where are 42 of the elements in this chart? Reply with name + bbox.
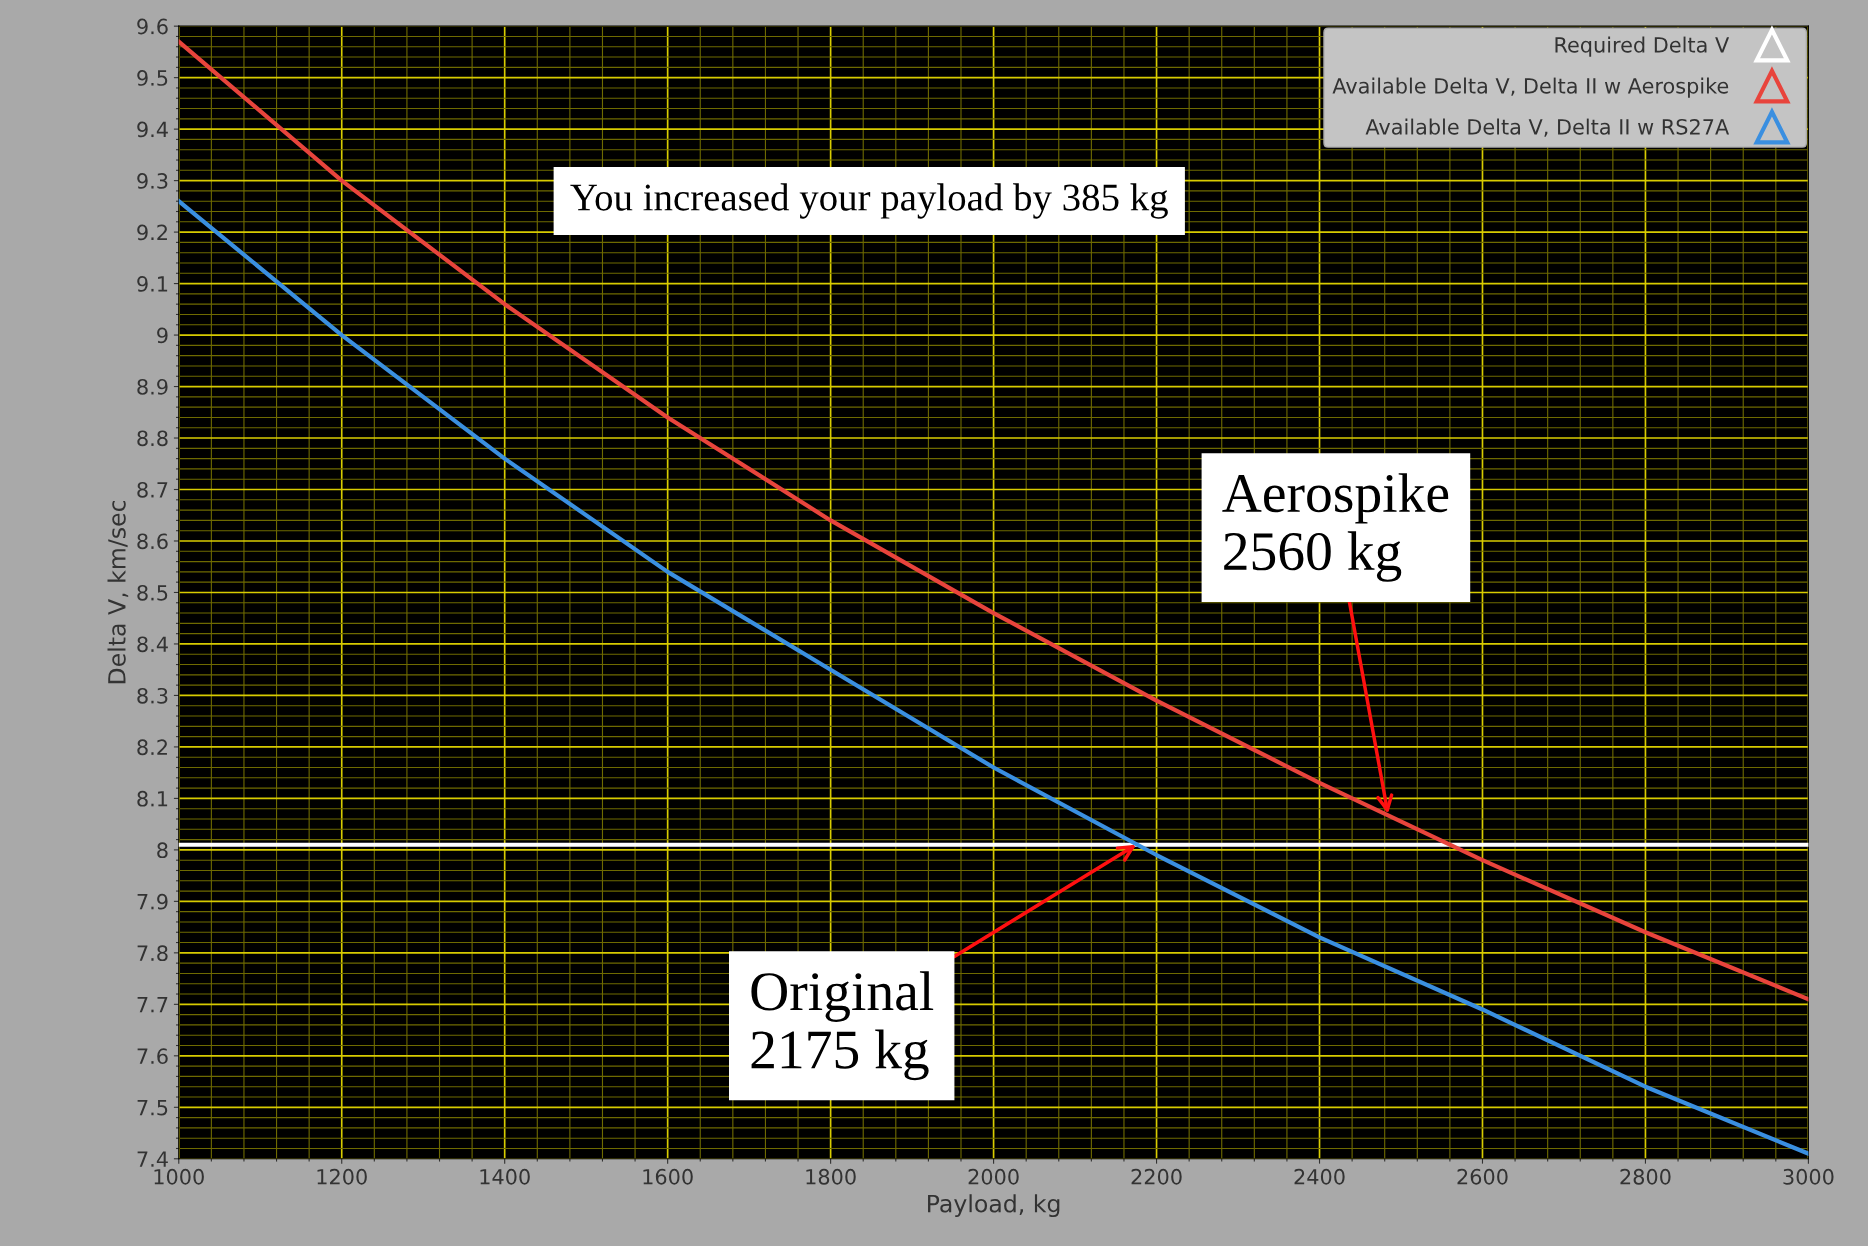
legend-label: Available Delta V, Delta II w Aerospike: [1332, 77, 1729, 98]
y-tick-label: 8.2: [137, 739, 167, 756]
x-tick-label: 1400: [480, 1168, 530, 1185]
y-tick-label: 9.1: [137, 276, 168, 292]
y-tick-label: 8.9: [137, 379, 168, 395]
x-tick-label: 2000: [968, 1168, 1019, 1185]
x-tick-label: 2800: [1620, 1168, 1671, 1185]
y-tick-label: 9.3: [137, 173, 168, 189]
annotation: You increased your payload by 385 kg: [570, 183, 1168, 219]
x-tick-label: 2600: [1457, 1168, 1508, 1185]
y-tick-label: 9: [157, 327, 168, 344]
y-tick-label: 9.6: [137, 18, 168, 35]
y-tick-label: 7.7: [137, 997, 168, 1013]
legend-label: Required Delta V: [1555, 36, 1730, 57]
y-tick-label: 8.5: [137, 584, 168, 601]
x-tick-label: 2200: [1131, 1168, 1182, 1185]
y-axis-title: Delta V, km/sec: [107, 500, 129, 684]
y-tick-label: 9.5: [137, 70, 168, 86]
y-tick-label: 7.8: [137, 945, 168, 962]
y-tick-label: 9.4: [137, 121, 168, 138]
x-tick-label: 1200: [317, 1168, 367, 1185]
x-tick-label: 1600: [643, 1168, 693, 1185]
y-tick-label: 8.3: [137, 687, 168, 704]
legend-label: Available Delta V, Delta II w RS27A: [1365, 118, 1730, 137]
y-tick-label: 7.4: [137, 1151, 168, 1167]
x-tick-label: 1800: [806, 1168, 856, 1185]
y-tick-label: 7.5: [137, 1100, 168, 1116]
x-axis-title: Payload, kg: [928, 1194, 1060, 1218]
annotation: Aerospike 2560 kg: [1222, 473, 1449, 582]
y-tick-label: 7.9: [137, 893, 168, 910]
y-tick-label: 8.1: [137, 790, 168, 807]
x-tick-label: 2400: [1294, 1168, 1345, 1185]
y-tick-label: 8.8: [137, 430, 168, 447]
y-tick-label: 8.4: [137, 636, 168, 653]
y-tick-label: 8.6: [137, 533, 168, 550]
annotation: Original 2175 kg: [751, 971, 934, 1081]
y-tick-label: 9.2: [137, 224, 167, 241]
x-tick-label: 3000: [1783, 1168, 1834, 1185]
x-tick-label: 1000: [154, 1168, 204, 1185]
y-tick-label: 7.6: [137, 1048, 168, 1065]
y-tick-label: 8: [157, 842, 168, 859]
y-tick-label: 8.7: [137, 481, 168, 498]
